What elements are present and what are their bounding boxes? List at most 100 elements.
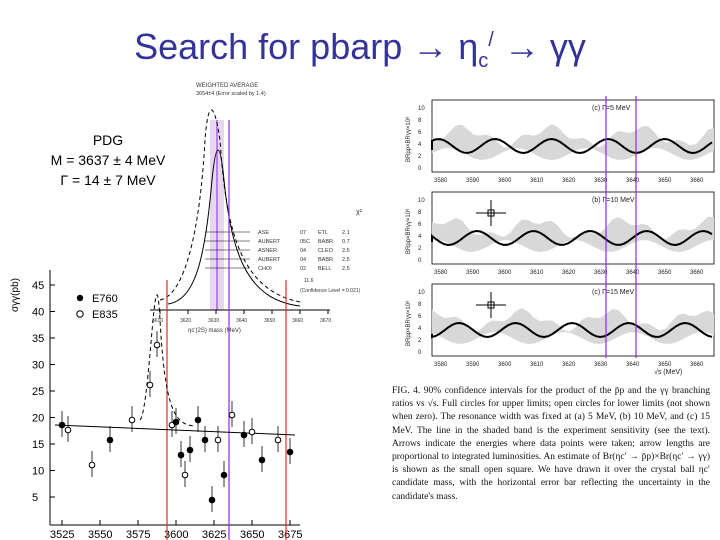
legend-e835-marker (76, 310, 84, 318)
left-plot-x-tick-label: 3600 (164, 529, 188, 540)
panel-y-tick-label: 8 (418, 118, 422, 124)
legend-e760-label: E760 (92, 293, 118, 305)
panel-y-tick-label: 10 (418, 106, 425, 112)
sensitivity-line (54, 424, 296, 436)
panel-x-tick-label: 3590 (466, 178, 480, 184)
title-prime: / (488, 29, 494, 51)
e760-point (220, 471, 228, 479)
inset-experiment-cell: 2.1 (342, 230, 350, 236)
e760-point (258, 456, 266, 464)
e835-point (214, 436, 222, 444)
panel-ylabel: BRpp×BRγγ×10⁸ (405, 300, 412, 346)
inset-experiment-cell: ASE (258, 230, 269, 236)
inset-tick-label: 3640 (236, 318, 247, 324)
left-plot-x-tick-label: 3550 (88, 529, 112, 540)
branching-ratio-panels: (c) Γ=5 MeV BRpp×BRγγ×10⁸ 10 8 6 4 2 0 3580 3590 3… (405, 96, 715, 376)
panel-sensitivity-band (432, 308, 714, 344)
panel-x-tick-label: 3650 (658, 270, 672, 276)
inset-tick-label: 3620 (180, 318, 191, 324)
inset-tick-label: 3650 (264, 318, 275, 324)
pdg-mass: M = 3637 ± 4 MeV (50, 152, 166, 168)
panel-y-tick-label: 8 (418, 210, 422, 216)
panel-y-tick-label: 10 (418, 198, 425, 204)
e835-point (228, 411, 236, 419)
panel-y-tick-label: 0 (418, 166, 422, 172)
panel-y-tick-label: 4 (418, 326, 422, 332)
e760-point (208, 496, 216, 504)
left-plot-x-tick-label: 3525 (50, 529, 74, 540)
panel-y-tick-label: 6 (418, 222, 422, 228)
inset-tick-label: 3630 (208, 318, 219, 324)
panels-xlabel: √s (MeV) (654, 368, 682, 376)
panel-x-tick-label: 3630 (594, 178, 608, 184)
panel-x-tick-label: 3590 (466, 270, 480, 276)
panel-sensitivity-curve (431, 137, 713, 155)
inset-experiment-cell: 2.5 (342, 248, 350, 254)
inset-experiment-cell: CHOI (258, 266, 272, 272)
left-plot-x-ticks: 3525 3550 3575 3600 3625 3650 3675 (50, 520, 302, 540)
panel-y-tick-label: 2 (418, 246, 422, 252)
panel-x-tick-label: 3660 (690, 270, 704, 276)
panel-x-tick-label: 3660 (690, 362, 704, 368)
panel-x-tick-label: 3640 (626, 178, 640, 184)
inset-experiment-list: ASE 07 ETL 2.1 AUBERT 05C BABR 0.7 ASNER 04 CLEO 2.… (205, 230, 350, 272)
e835-point (88, 461, 96, 469)
inset-xlabel: ηc'(2S) mass (MeV) (188, 328, 241, 334)
e760-point (172, 418, 180, 426)
panel-ylabel: BRpp×BRγγ×10⁸ (405, 208, 412, 254)
inset-subtitle: 3654±4 (Error scaled by 1.4) (196, 91, 266, 97)
panel-x-tick-label: 3620 (562, 270, 576, 276)
panel-x-tick-label: 3620 (562, 178, 576, 184)
panel-y-tick-label: 6 (418, 130, 422, 136)
inset-chi-total: 11.6 (304, 278, 314, 284)
left-plot: σγγ(pb) 45 40 35 30 25 20 15 10 5 3525 3550 3575 36… (10, 120, 302, 540)
e760-point (194, 416, 202, 424)
e760-point (240, 431, 248, 439)
inset-experiment-cell: BABR (318, 257, 333, 263)
arrow-icon: → (503, 26, 540, 67)
e760-point (177, 451, 185, 459)
panel-x-tick-label: 3650 (658, 178, 672, 184)
panel-sensitivity-band (432, 216, 714, 252)
left-plot-data-points (58, 331, 294, 512)
e835-point (146, 381, 154, 389)
panel-x-tick-label: 3620 (562, 362, 576, 368)
panel-x-tick-label: 3580 (434, 178, 448, 184)
title-sub: c (478, 50, 489, 73)
inset-ticks: 3610 3620 3630 3640 3650 3660 3670 (152, 310, 331, 324)
panel-x-tick-label: 3580 (434, 270, 448, 276)
panel-x-tick-label: 3630 (594, 270, 608, 276)
panel-ylabel: BRpp×BRγγ×10⁸ (405, 116, 412, 162)
legend-e760-marker (76, 294, 84, 302)
panel-sensitivity-curve (431, 230, 713, 246)
inset-tick-label: 3670 (320, 318, 331, 324)
panel-y-tick-label: 6 (418, 314, 422, 320)
pdg-width: Γ = 14 ± 7 MeV (60, 172, 156, 188)
left-plot-y-tick-label: 35 (32, 333, 44, 345)
arrow-icon: → (412, 26, 449, 67)
left-plot-x-tick-label: 3675 (278, 529, 302, 540)
inset-experiment-cell: 2.5 (342, 266, 350, 272)
left-plot-y-tick-label: 15 (32, 439, 44, 451)
panel-x-tick-label: 3610 (530, 270, 544, 276)
panel-y-tick-label: 2 (418, 338, 422, 344)
panel-y-tick-label: 0 (418, 258, 422, 264)
title-text: Search for pbarp (134, 26, 413, 67)
inset-experiment-cell: 04 (300, 257, 306, 263)
title-gamma: γγ (539, 26, 586, 67)
left-plot-x-tick-label: 3575 (126, 529, 150, 540)
left-plot-y-tick-label: 45 (32, 280, 44, 292)
e760-point (286, 448, 294, 456)
e835-point (274, 436, 282, 444)
panel-x-tick-label: 3580 (434, 362, 448, 368)
inset-experiment-cell: CLEO (318, 248, 334, 254)
e835-point (128, 416, 136, 424)
left-plot-y-tick-label: 20 (32, 413, 44, 425)
e760-point (186, 446, 194, 454)
left-plot-y-tick-label: 40 (32, 307, 44, 319)
cross-section-figure: WEIGHTED AVERAGE 3654±4 (Error scaled by… (10, 83, 363, 540)
e760-point (201, 436, 209, 444)
panel-x-tick-label: 3640 (626, 270, 640, 276)
inset-tick-label: 3610 (152, 318, 163, 324)
panel-sensitivity-curve (431, 321, 713, 339)
